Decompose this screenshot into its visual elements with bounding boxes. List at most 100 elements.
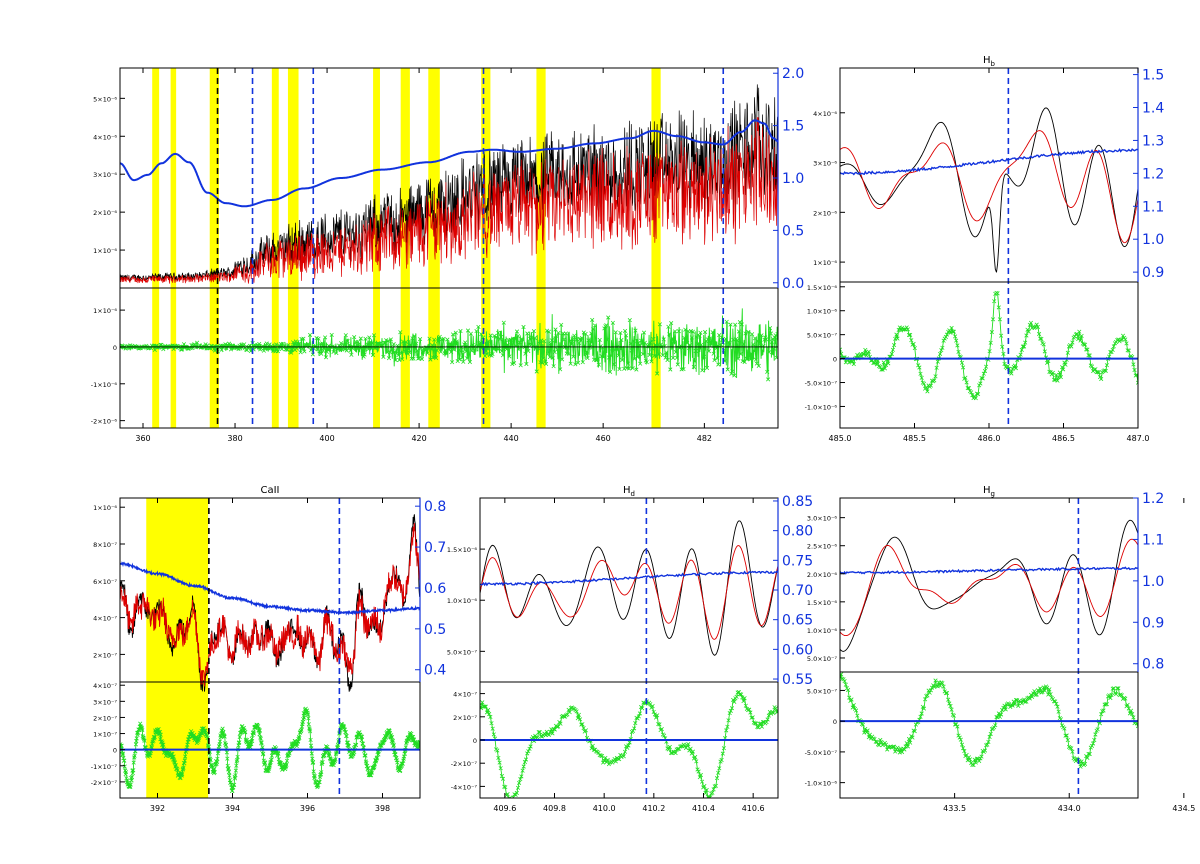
y2-tick-label: 1.0 <box>1142 574 1164 590</box>
plot-area-full <box>120 68 778 428</box>
residual-tick-label: 4×10⁻⁷ <box>93 682 117 690</box>
y2-tick-label: 0.8 <box>424 499 446 515</box>
residual-line-hd <box>480 691 778 798</box>
masked-band <box>400 68 410 428</box>
y2-tick-label: 0.5 <box>782 223 804 239</box>
residual-tick-label: -4×10⁻⁷ <box>451 783 478 791</box>
y-tick-label: 5×10⁻⁶ <box>93 95 117 103</box>
continuum-curve-hg <box>840 566 1138 575</box>
y-tick-label: 1.0×10⁻⁶ <box>447 597 477 605</box>
residual-tick-label: -5.0×10⁻⁷ <box>805 749 838 757</box>
y2-tick-label: 0.60 <box>782 642 813 658</box>
plot-area-hb <box>840 68 1138 428</box>
residual-panel-frame-full <box>119 287 779 429</box>
y2-tick-label: 1.1 <box>1142 532 1164 548</box>
y2-tick-label: 1.5 <box>1142 68 1164 84</box>
panel-caii: 392 394 396 398 2×10⁻⁷ 4×10⁻⁷ 6×10⁻⁷ 8×10⁻⁷ 1×10… <box>91 497 446 813</box>
residual-tick-label: -2×10⁻⁶ <box>91 418 118 426</box>
residual-tick-label: -5.0×10⁻⁷ <box>805 380 838 388</box>
y2-tick-label: 0.7 <box>424 540 446 556</box>
x-tick-label: 485.5 <box>903 434 926 443</box>
y-tick-label: 2×10⁻⁷ <box>93 651 117 659</box>
y-tick-label: 1×10⁻⁶ <box>93 504 117 512</box>
y2-tick-label: 1.5 <box>782 119 804 135</box>
x-tick-label: 482 <box>697 434 712 443</box>
y-tick-label: 1×10⁻⁶ <box>813 259 837 267</box>
panel-title-hd: Hd <box>623 485 635 498</box>
y2-tick-label: 0.70 <box>782 583 813 599</box>
x-tick-label: 392 <box>150 804 165 813</box>
residual-tick-label: 1.5×10⁻⁶ <box>807 284 837 292</box>
model-spectrum-full <box>120 116 778 284</box>
y2-tick-label: 0.8 <box>1142 657 1164 673</box>
y2-tick-label: 0.55 <box>782 672 813 688</box>
y2-tick-label: 1.0 <box>1142 232 1164 248</box>
y2-tick-label: 0.6 <box>424 581 446 597</box>
residual-tick-label: 1×10⁻⁷ <box>93 731 117 739</box>
y-tick-label: 1×10⁻⁶ <box>93 247 117 255</box>
x-tick-label: 485.0 <box>829 434 852 443</box>
masked-band <box>209 68 219 428</box>
observed-spectrum-hb <box>840 107 1138 273</box>
x-tick-label: 410.4 <box>692 804 715 813</box>
panel-hg: 433.5 434.0 434.5 5.0×10⁻⁷ 1.0×10⁻⁶ 1.5×10⁻⁶ 2… <box>805 491 1196 813</box>
x-tick-label: 380 <box>227 434 242 443</box>
observed-spectrum-caii <box>120 514 420 692</box>
residual-panel-frame-caii <box>119 681 421 799</box>
x-tick-label: 400 <box>319 434 334 443</box>
plot-area-caii <box>120 498 420 798</box>
y2-tick-label: 0.4 <box>424 663 446 679</box>
model-spectrum-caii <box>120 523 420 687</box>
residual-panel-frame-hg <box>839 671 1139 799</box>
masked-band <box>170 68 177 428</box>
model-spectrum-hg <box>840 538 1138 637</box>
residual-tick-label: 0 <box>113 747 117 755</box>
continuum-curve-hb <box>840 147 1138 176</box>
x-tick-label: 409.8 <box>543 804 566 813</box>
x-tick-label: 394 <box>225 804 240 813</box>
residual-markers-hg <box>840 672 1138 769</box>
x-tick-label: 409.6 <box>493 804 516 813</box>
residual-tick-label: 0 <box>473 737 477 745</box>
x-tick-label: 434.5 <box>1172 804 1195 813</box>
residual-tick-label: 1.0×10⁻⁶ <box>807 308 837 316</box>
y2-tick-label: 1.2 <box>1142 491 1164 507</box>
residual-tick-label: -1×10⁻⁶ <box>91 381 118 389</box>
y2-tick-label: 0.0 <box>782 276 804 292</box>
masked-band <box>152 68 160 428</box>
y2-tick-label: 2.0 <box>782 66 804 82</box>
y2-tick-label: 1.4 <box>1142 101 1164 117</box>
y-tick-label: 5.0×10⁻⁷ <box>807 655 837 663</box>
y-tick-label: 2×10⁻⁶ <box>93 209 117 217</box>
residual-tick-label: 0 <box>113 344 117 352</box>
y-tick-label: 2.5×10⁻⁶ <box>807 543 837 551</box>
x-tick-label: 420 <box>411 434 426 443</box>
y-tick-label: 1.5×10⁻⁶ <box>447 546 477 554</box>
residual-markers-full <box>120 315 778 382</box>
y2-tick-label: 0.80 <box>782 524 813 540</box>
y2-tick-label: 0.9 <box>1142 265 1164 281</box>
y2-tick-label: 1.0 <box>782 171 804 187</box>
y-tick-label: 5.0×10⁻⁷ <box>447 648 477 656</box>
y-tick-label: 6×10⁻⁷ <box>93 578 117 586</box>
y-tick-label: 3×10⁻⁶ <box>813 160 837 168</box>
observed-spectrum-hd <box>480 520 778 656</box>
observed-spectrum-hg <box>840 519 1138 652</box>
residual-markers-hd <box>480 690 778 798</box>
y2-tick-label: 0.75 <box>782 553 813 569</box>
x-tick-label: 487.0 <box>1127 434 1150 443</box>
y-tick-label: 2×10⁻⁶ <box>813 209 837 217</box>
y-tick-label: 4×10⁻⁶ <box>813 110 837 118</box>
panel-hb: 485.0 485.5 486.0 486.5 487.0 1×10⁻⁶ 2×10⁻⁶ 3×1… <box>805 67 1164 443</box>
continuum-curve-hd <box>480 570 778 587</box>
residual-tick-label: 0 <box>833 356 837 364</box>
residual-markers-hb <box>840 290 1138 401</box>
x-tick-label: 460 <box>596 434 611 443</box>
x-tick-label: 410.2 <box>642 804 665 813</box>
residual-tick-label: -1×10⁻⁷ <box>91 763 118 771</box>
y-tick-label: 3.0×10⁻⁶ <box>807 515 837 523</box>
continuum-curve-caii <box>120 561 420 616</box>
masked-band <box>536 68 546 428</box>
